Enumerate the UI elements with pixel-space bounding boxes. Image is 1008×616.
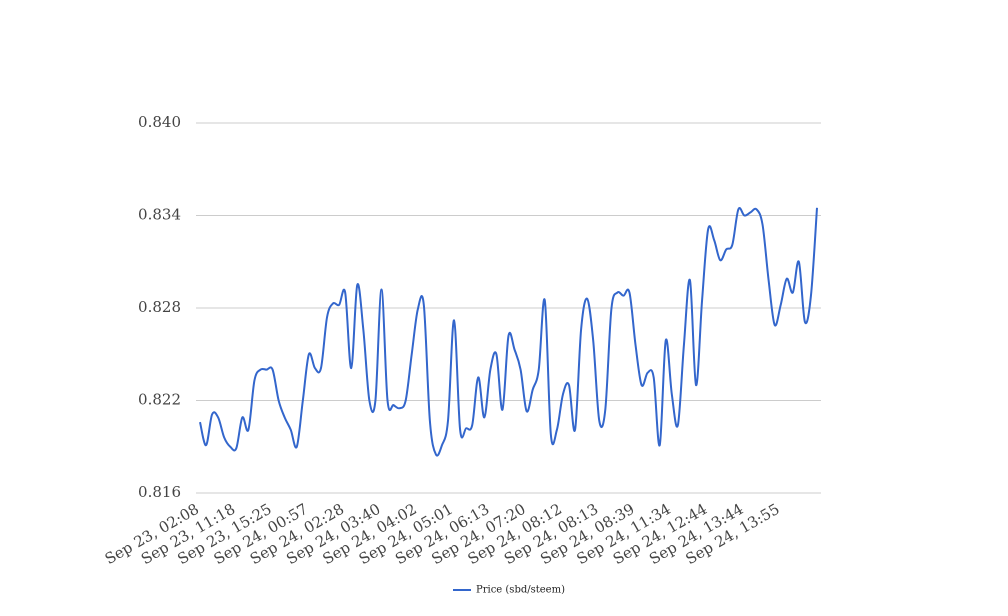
y-tick-label: 0.828 <box>138 298 181 316</box>
y-tick-label: 0.834 <box>138 206 181 224</box>
y-tick-label: 0.822 <box>138 391 181 409</box>
y-tick-label: 0.840 <box>138 113 181 131</box>
y-tick-label: 0.816 <box>138 483 181 501</box>
legend-label: Price (sbd/steem) <box>476 585 565 596</box>
price-line <box>199 207 818 457</box>
